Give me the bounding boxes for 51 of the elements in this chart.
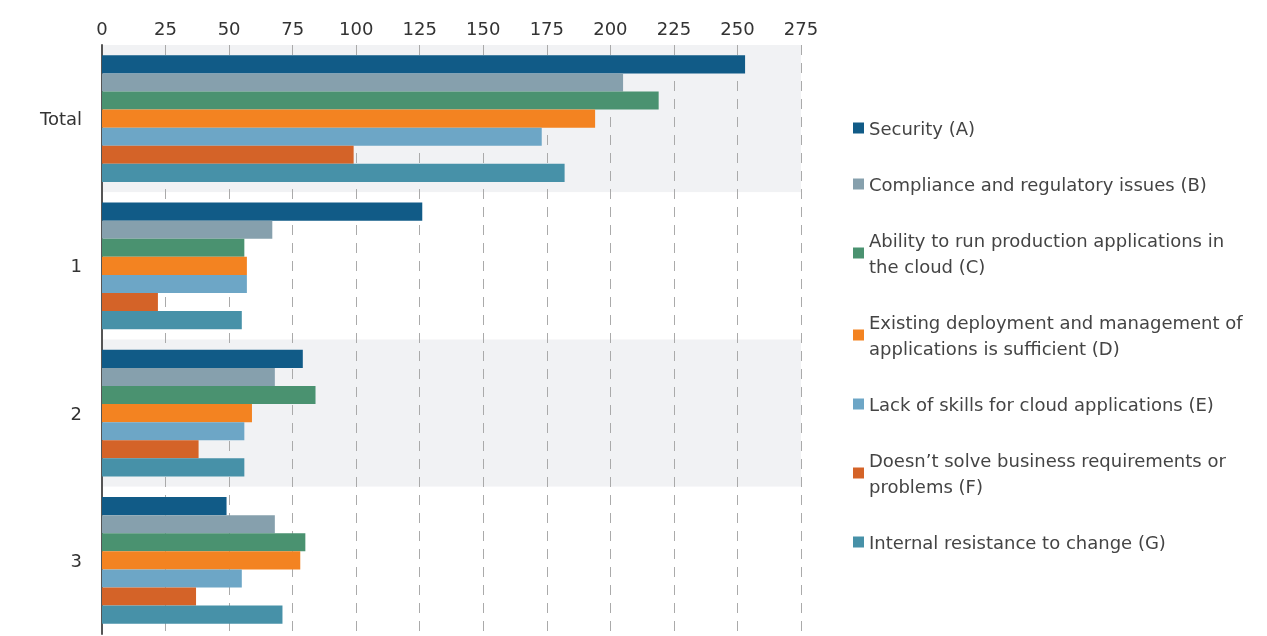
bar [102, 551, 301, 570]
bar [102, 311, 242, 330]
bar [102, 91, 659, 110]
legend-label: Internal resistance to change (G) [869, 531, 1166, 553]
bar [102, 163, 565, 182]
x-tick-label: 250 [720, 17, 755, 39]
legend-label: Compliance and regulatory issues (B) [869, 173, 1207, 195]
bar [102, 349, 303, 368]
y-tick-label: 1 [70, 255, 82, 277]
legend-label: Ability to run production applications in the cloud (C) [869, 229, 1230, 277]
bar [102, 238, 245, 257]
bar [102, 109, 596, 128]
x-tick-label: 75 [281, 17, 305, 39]
bar [102, 145, 354, 164]
bar [102, 533, 306, 552]
bar [102, 293, 158, 312]
x-tick-label: 275 [783, 17, 819, 39]
bar [102, 515, 275, 534]
bar [102, 55, 746, 74]
bar [102, 569, 242, 588]
legend-label: Doesn’t solve business requirements or problems (F) [869, 449, 1232, 497]
x-tick-label: 25 [154, 17, 177, 39]
bar [102, 127, 542, 146]
x-tick-label: 125 [402, 17, 437, 39]
bar [102, 458, 245, 477]
x-tick-label: 175 [529, 17, 564, 39]
legend-label: Existing deployment and management of applications is sufficient (D) [869, 311, 1249, 359]
bar [102, 220, 273, 239]
legend-label: Security (A) [869, 117, 975, 139]
legend-label: Lack of skills for cloud applications (E) [869, 393, 1214, 415]
y-tick-label: 3 [70, 549, 82, 571]
bar [102, 440, 199, 459]
bar [102, 422, 245, 441]
x-tick-label: 0 [96, 17, 108, 39]
x-tick-label: 150 [466, 17, 501, 39]
bar [102, 73, 624, 92]
bar [102, 587, 197, 606]
bar [102, 274, 247, 294]
x-tick-label: 200 [593, 17, 628, 39]
bar [102, 497, 227, 516]
bar [102, 404, 252, 423]
bar [102, 367, 275, 386]
x-tick-label: 225 [656, 17, 692, 39]
bar [102, 385, 316, 405]
x-tick-label: 100 [339, 17, 374, 39]
y-tick-label: 2 [70, 402, 82, 424]
x-tick-label: 50 [217, 17, 241, 39]
y-tick-label: Total [38, 108, 82, 130]
bar [102, 202, 423, 221]
bar [102, 256, 247, 275]
bar [102, 605, 283, 624]
